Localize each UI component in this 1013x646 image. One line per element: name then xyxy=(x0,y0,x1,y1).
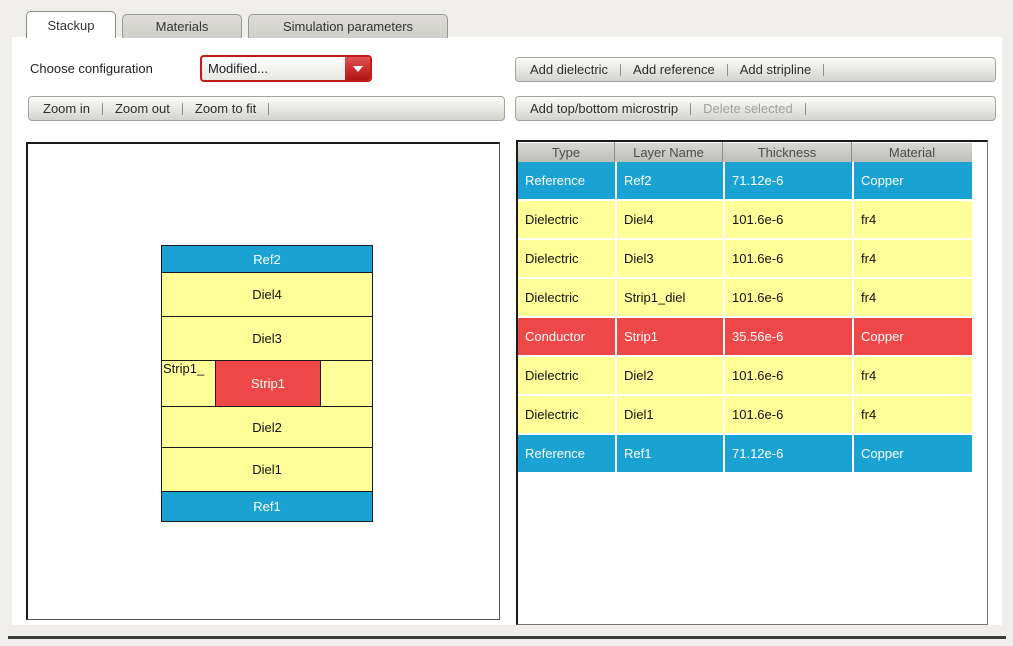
toolbar-separator xyxy=(181,102,183,115)
table-cell[interactable]: Conductor xyxy=(518,318,615,355)
table-cell[interactable]: 71.12e-6 xyxy=(725,435,852,472)
stack-layer-name: Diel3 xyxy=(252,331,282,346)
layer-table-panel: Type Layer Name Thickness Material Refer… xyxy=(516,140,988,625)
table-row-diel2[interactable]: Dielectric Diel2 101.6e-6 fr4 xyxy=(518,357,972,394)
table-cell[interactable]: Dielectric xyxy=(518,279,615,316)
table-cell[interactable]: 101.6e-6 xyxy=(725,201,852,238)
table-cell[interactable]: 101.6e-6 xyxy=(725,357,852,394)
configuration-selected-value: Modified... xyxy=(208,61,268,76)
table-cell[interactable]: Ref1 xyxy=(617,435,723,472)
tab-stackup[interactable]: Stackup xyxy=(26,11,116,38)
layer-table-body: Reference Ref2 71.12e-6 Copper Dielectric Die… xyxy=(518,162,972,472)
table-cell[interactable]: fr4 xyxy=(854,357,972,394)
toolbar-separator xyxy=(726,63,728,76)
tab-materials[interactable]: Materials xyxy=(122,14,242,38)
stack-layer-diel3[interactable]: Diel3 xyxy=(161,316,373,361)
stack-layer-diel4[interactable]: Diel4 xyxy=(161,272,373,317)
chevron-down-icon xyxy=(352,65,363,72)
table-row-ref1[interactable]: Reference Ref1 71.12e-6 Copper xyxy=(518,435,972,472)
table-cell[interactable]: 101.6e-6 xyxy=(725,240,852,277)
table-cell[interactable]: Copper xyxy=(854,162,972,199)
table-row-diel1[interactable]: Dielectric Diel1 101.6e-6 fr4 xyxy=(518,396,972,433)
stack-layer-name: Diel4 xyxy=(252,287,282,302)
table-cell[interactable]: Diel2 xyxy=(617,357,723,394)
toolbar-separator xyxy=(823,63,825,76)
toolbar-separator xyxy=(101,102,103,115)
table-cell[interactable]: Diel3 xyxy=(617,240,723,277)
stack-layer-name: Diel1 xyxy=(252,462,282,477)
table-cell[interactable]: Dielectric xyxy=(518,201,615,238)
stackup-diagram: Ref2 Diel4 Diel3 Strip1_ Strip1 Diel2 Diel1 Ref… xyxy=(161,245,373,522)
table-cell[interactable]: 101.6e-6 xyxy=(725,279,852,316)
stack-layer-name: Ref2 xyxy=(253,251,281,267)
table-cell[interactable]: Dielectric xyxy=(518,240,615,277)
toolbar-button-zoom-out[interactable]: Zoom out xyxy=(114,101,170,116)
tab-bar: Stackup Materials Simulation parameters xyxy=(26,11,448,38)
table-row-diel3[interactable]: Dielectric Diel3 101.6e-6 fr4 xyxy=(518,240,972,277)
table-row-diel4[interactable]: Dielectric Diel4 101.6e-6 fr4 xyxy=(518,201,972,238)
zoom-toolbar: Zoom in Zoom out Zoom to fit xyxy=(28,96,505,121)
column-header-type[interactable]: Type xyxy=(518,142,615,162)
stack-layer-name: Ref1 xyxy=(253,499,281,514)
toolbar-separator xyxy=(690,102,692,115)
column-header-thickness[interactable]: Thickness xyxy=(723,142,852,162)
toolbar-button-add-stripline[interactable]: Add stripline xyxy=(739,62,812,77)
toolbar-button-add-dielectric[interactable]: Add dielectric xyxy=(530,62,609,77)
table-cell[interactable]: Dielectric xyxy=(518,396,615,433)
dropdown-arrow-button[interactable] xyxy=(345,57,370,80)
column-header-layer-name[interactable]: Layer Name xyxy=(615,142,723,162)
toolbar-button-zoom-to-fit[interactable]: Zoom to fit xyxy=(194,101,257,116)
choose-configuration-label: Choose configuration xyxy=(30,61,153,76)
microstrip-delete-toolbar: Add top/bottom microstrip Delete selected xyxy=(515,96,996,121)
table-cell[interactable]: fr4 xyxy=(854,279,972,316)
table-row-strip1_diel[interactable]: Dielectric Strip1_diel 101.6e-6 fr4 xyxy=(518,279,972,316)
table-cell[interactable]: 35.56e-6 xyxy=(725,318,852,355)
table-cell[interactable]: fr4 xyxy=(854,396,972,433)
table-cell[interactable]: fr4 xyxy=(854,201,972,238)
table-cell[interactable]: Strip1 xyxy=(617,318,723,355)
table-cell[interactable]: 71.12e-6 xyxy=(725,162,852,199)
toolbar-separator xyxy=(268,102,270,115)
stack-layer-strip1_diel[interactable]: Strip1_ Strip1 xyxy=(161,360,373,407)
stack-layer-diel2[interactable]: Diel2 xyxy=(161,406,373,448)
stack-layer-name: Diel2 xyxy=(252,419,282,435)
table-row-ref2[interactable]: Reference Ref2 71.12e-6 Copper xyxy=(518,162,972,199)
column-header-material[interactable]: Material xyxy=(852,142,972,162)
table-cell[interactable]: fr4 xyxy=(854,240,972,277)
toolbar-separator xyxy=(804,102,806,115)
table-cell[interactable]: Copper xyxy=(854,318,972,355)
table-row-strip1[interactable]: Conductor Strip1 35.56e-6 Copper xyxy=(518,318,972,355)
table-cell[interactable]: Diel1 xyxy=(617,396,723,433)
table-cell[interactable]: Ref2 xyxy=(617,162,723,199)
stack-layer-diel1[interactable]: Diel1 xyxy=(161,447,373,492)
stack-layer-ref2[interactable]: Ref2 xyxy=(161,245,373,273)
stackup-canvas[interactable]: Ref2 Diel4 Diel3 Strip1_ Strip1 Diel2 Diel1 Ref… xyxy=(26,142,500,620)
tab-simulation-parameters[interactable]: Simulation parameters xyxy=(248,14,448,38)
table-cell[interactable]: Strip1_diel xyxy=(617,279,723,316)
configuration-select[interactable]: Modified... xyxy=(200,55,372,82)
table-cell[interactable]: Diel4 xyxy=(617,201,723,238)
table-cell[interactable]: 101.6e-6 xyxy=(725,396,852,433)
toolbar-button-add-top-bottom-microstrip[interactable]: Add top/bottom microstrip xyxy=(530,101,679,116)
toolbar-button-zoom-in[interactable]: Zoom in xyxy=(43,101,90,116)
toolbar-button-delete-selected[interactable]: Delete selected xyxy=(703,101,793,116)
table-cell[interactable]: Dielectric xyxy=(518,357,615,394)
layer-table: Type Layer Name Thickness Material Refer… xyxy=(518,142,972,474)
window-bottom-border xyxy=(8,636,1006,639)
toolbar-button-add-reference[interactable]: Add reference xyxy=(633,62,715,77)
stack-conductor-strip1[interactable]: Strip1 xyxy=(215,360,321,407)
layer-table-header: Type Layer Name Thickness Material xyxy=(518,142,972,162)
add-layer-toolbar: Add dielectric Add reference Add stripline xyxy=(515,57,996,82)
strip-layer-side-label: Strip1_ xyxy=(163,361,205,376)
table-cell[interactable]: Copper xyxy=(854,435,972,472)
table-cell[interactable]: Reference xyxy=(518,162,615,199)
table-cell[interactable]: Reference xyxy=(518,435,615,472)
toolbar-separator xyxy=(620,63,622,76)
stack-layer-ref1[interactable]: Ref1 xyxy=(161,491,373,522)
